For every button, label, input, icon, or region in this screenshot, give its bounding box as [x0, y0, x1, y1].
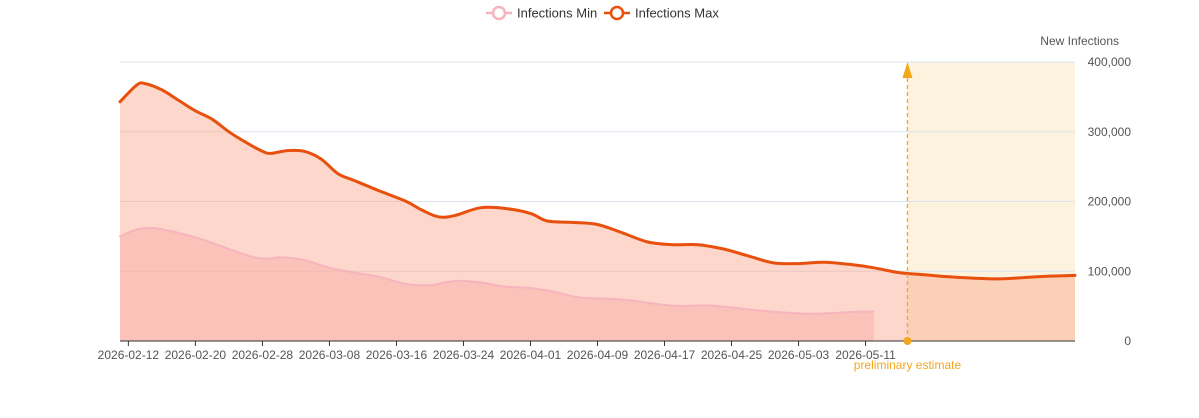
x-tick-label: 2026-02-28 — [232, 348, 294, 362]
legend-swatch-marker — [491, 5, 507, 21]
x-tick-label: 2026-04-17 — [634, 348, 696, 362]
x-tick-label: 2026-03-08 — [299, 348, 361, 362]
y-axis-ticks: 0 100,000 200,000 300,000 400,000 — [1088, 55, 1132, 348]
legend-swatch-marker — [609, 5, 625, 21]
x-axis-ticks: 2026-02-12 2026-02-20 2026-02-28 2026-03-08… — [98, 341, 896, 362]
x-tick-label: 2026-05-03 — [768, 348, 830, 362]
x-tick-label: 2026-03-16 — [366, 348, 428, 362]
y-tick-label: 100,000 — [1088, 264, 1132, 278]
estimate-label: preliminary estimate — [854, 358, 962, 372]
y-tick-label: 0 — [1124, 334, 1131, 348]
legend-item-infections-min: Infections Min — [486, 6, 597, 21]
x-tick-label: 2026-04-01 — [500, 348, 562, 362]
area-infections-min — [120, 227, 874, 341]
y-axis-title: New Infections — [1040, 34, 1119, 48]
legend-label: Infections Min — [517, 6, 597, 21]
x-tick-label: 2026-05-11 — [835, 348, 896, 362]
x-tick-label: 2026-04-09 — [567, 348, 629, 362]
x-tick-label: 2026-03-24 — [433, 348, 495, 362]
x-tick-label: 2026-02-20 — [165, 348, 227, 362]
preliminary-estimate-marker: preliminary estimate — [854, 62, 962, 372]
legend-label: Infections Max — [635, 6, 719, 21]
line-infections-min — [119, 226, 875, 315]
y-tick-label: 200,000 — [1088, 195, 1132, 209]
y-tick-label: 300,000 — [1088, 125, 1132, 139]
legend: Infections Min Infections Max — [486, 6, 719, 21]
estimate-arrow-icon — [902, 62, 913, 78]
legend-item-infections-max: Infections Max — [604, 6, 719, 21]
x-tick-label: 2026-02-12 — [98, 348, 160, 362]
estimate-dot — [903, 337, 912, 345]
y-tick-label: 400,000 — [1088, 55, 1132, 69]
line-infections-max — [118, 81, 1077, 281]
x-tick-label: 2026-04-25 — [701, 348, 763, 362]
